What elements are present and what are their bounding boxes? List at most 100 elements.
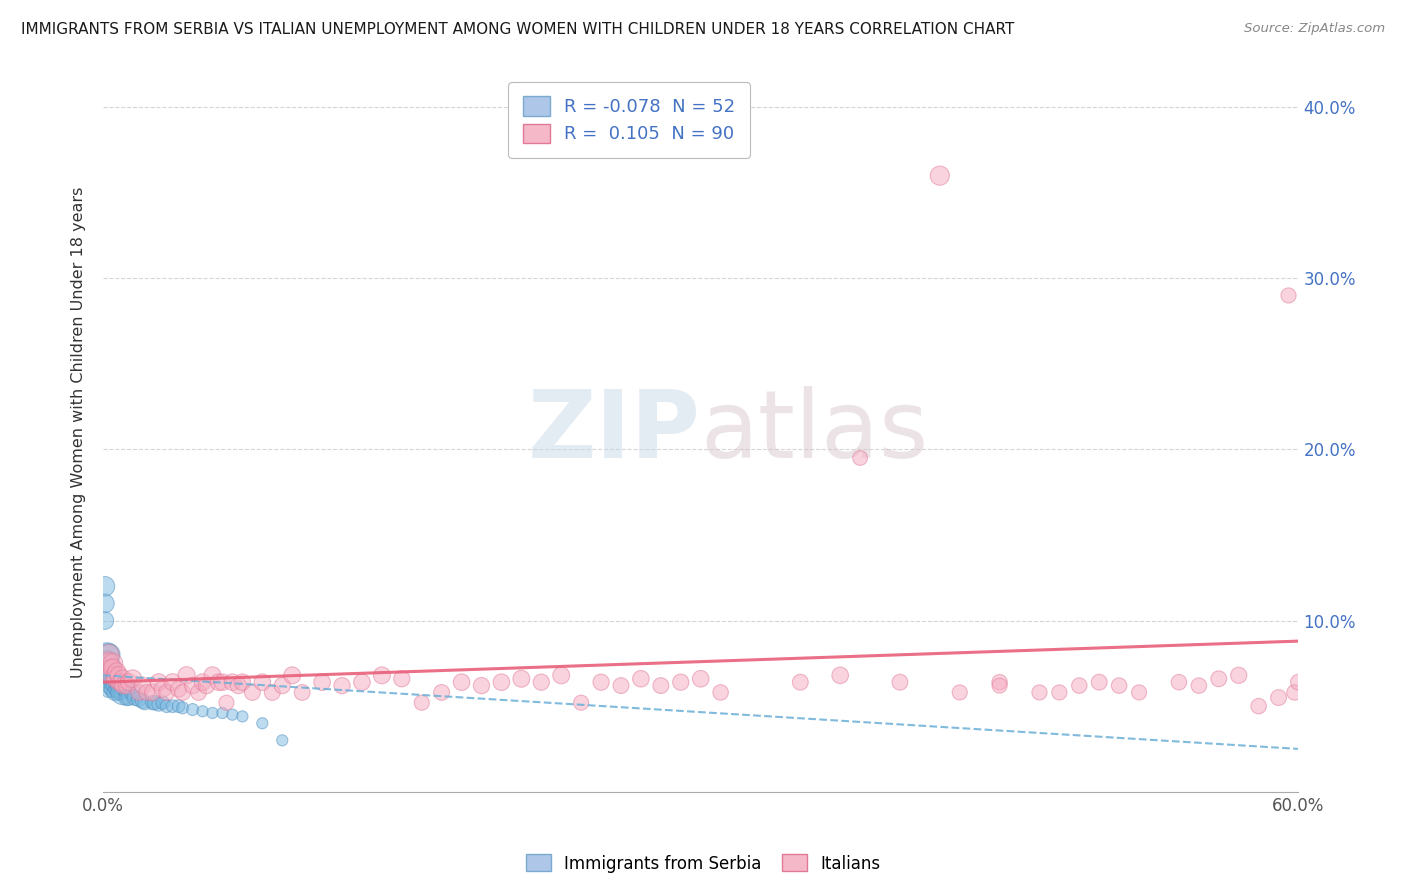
- Point: [97, 673, 120, 688]
- Point: [100, 668, 122, 682]
- Point: [252, 675, 274, 690]
- Point: [221, 707, 243, 722]
- Point: [211, 706, 233, 720]
- Point: [101, 675, 124, 690]
- Point: [830, 668, 852, 682]
- Point: [271, 679, 294, 693]
- Point: [115, 690, 138, 705]
- Point: [100, 679, 122, 693]
- Point: [94, 579, 117, 593]
- Point: [252, 716, 274, 731]
- Point: [201, 668, 224, 682]
- Point: [650, 679, 672, 693]
- Point: [569, 696, 592, 710]
- Y-axis label: Unemployment Among Women with Children Under 18 years: Unemployment Among Women with Children U…: [72, 186, 86, 678]
- Point: [491, 675, 513, 690]
- Point: [789, 675, 811, 690]
- Point: [104, 668, 127, 682]
- Point: [231, 709, 253, 723]
- Point: [470, 679, 492, 693]
- Point: [104, 672, 127, 686]
- Point: [94, 614, 117, 628]
- Point: [201, 706, 224, 720]
- Point: [101, 681, 124, 696]
- Point: [550, 668, 572, 682]
- Point: [1167, 675, 1189, 690]
- Point: [105, 681, 128, 696]
- Point: [591, 675, 613, 690]
- Point: [111, 679, 134, 693]
- Point: [148, 675, 170, 690]
- Legend: Immigrants from Serbia, Italians: Immigrants from Serbia, Italians: [519, 847, 887, 880]
- Point: [96, 655, 118, 669]
- Point: [108, 685, 131, 699]
- Text: IMMIGRANTS FROM SERBIA VS ITALIAN UNEMPLOYMENT AMONG WOMEN WITH CHILDREN UNDER 1: IMMIGRANTS FROM SERBIA VS ITALIAN UNEMPL…: [21, 22, 1015, 37]
- Point: [181, 702, 204, 716]
- Text: atlas: atlas: [700, 386, 929, 478]
- Point: [104, 679, 127, 693]
- Point: [97, 648, 120, 662]
- Point: [97, 665, 120, 679]
- Point: [101, 657, 124, 671]
- Point: [889, 675, 911, 690]
- Point: [115, 679, 138, 693]
- Point: [111, 672, 134, 686]
- Point: [96, 648, 118, 662]
- Point: [1108, 679, 1130, 693]
- Point: [1047, 685, 1070, 699]
- Point: [710, 685, 733, 699]
- Point: [167, 681, 190, 696]
- Point: [167, 699, 190, 714]
- Text: Source: ZipAtlas.com: Source: ZipAtlas.com: [1244, 22, 1385, 36]
- Point: [849, 450, 872, 465]
- Point: [97, 648, 120, 662]
- Point: [108, 675, 131, 690]
- Point: [132, 679, 155, 693]
- Point: [211, 675, 233, 690]
- Point: [124, 690, 146, 705]
- Point: [162, 699, 184, 714]
- Point: [689, 672, 711, 686]
- Point: [111, 679, 134, 693]
- Point: [148, 698, 170, 712]
- Point: [630, 672, 652, 686]
- Point: [281, 668, 304, 682]
- Point: [104, 672, 127, 686]
- Point: [162, 675, 184, 690]
- Point: [110, 685, 132, 699]
- Point: [100, 668, 122, 682]
- Point: [240, 685, 263, 699]
- Point: [207, 675, 229, 690]
- Point: [1247, 699, 1270, 714]
- Point: [371, 668, 394, 682]
- Point: [118, 675, 141, 690]
- Point: [100, 661, 122, 675]
- Point: [97, 681, 120, 696]
- Point: [262, 685, 284, 699]
- Point: [121, 685, 143, 699]
- Point: [411, 696, 433, 710]
- Point: [104, 685, 127, 699]
- Point: [128, 692, 150, 706]
- Point: [101, 661, 124, 675]
- Point: [1069, 679, 1091, 693]
- Point: [669, 675, 692, 690]
- Point: [97, 655, 120, 669]
- Point: [215, 696, 238, 710]
- Point: [96, 657, 118, 671]
- Point: [94, 597, 117, 611]
- Point: [105, 675, 128, 690]
- Point: [108, 679, 131, 693]
- Point: [172, 701, 194, 715]
- Point: [195, 679, 218, 693]
- Point: [172, 685, 194, 699]
- Point: [231, 675, 253, 690]
- Point: [176, 668, 198, 682]
- Point: [142, 696, 165, 710]
- Legend: R = -0.078  N = 52, R =  0.105  N = 90: R = -0.078 N = 52, R = 0.105 N = 90: [508, 82, 749, 158]
- Point: [1227, 668, 1250, 682]
- Point: [121, 672, 143, 686]
- Point: [143, 696, 166, 710]
- Point: [1277, 288, 1299, 302]
- Point: [105, 665, 128, 679]
